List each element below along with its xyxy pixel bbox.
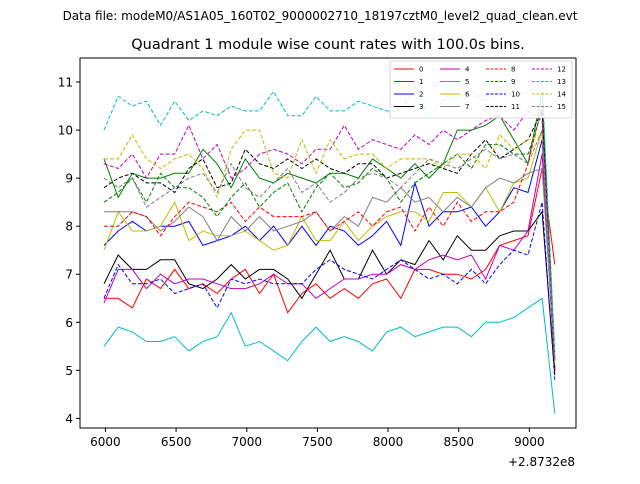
series-line-10 <box>103 202 556 380</box>
series-line-14 <box>104 129 556 366</box>
series-line-15 <box>103 129 556 361</box>
series-line-12 <box>103 110 556 356</box>
legend-label-5: 5 <box>465 78 469 86</box>
x-tick-label: 8500 <box>443 435 474 449</box>
y-tick-label: 6 <box>65 316 73 330</box>
series-line-11 <box>103 110 556 371</box>
x-tick-label: 8000 <box>373 435 404 449</box>
series-line-2 <box>103 139 556 371</box>
legend-label-6: 6 <box>465 91 470 99</box>
x-axis: 6000 6500 7000 7500 8000 8500 9000 <box>90 428 545 449</box>
y-tick-label: 5 <box>65 364 73 378</box>
plot-frame <box>79 57 577 429</box>
x-axis-offset-label: +2.8732e8 <box>508 455 575 469</box>
y-tick-label: 7 <box>65 268 73 282</box>
legend-label-2: 2 <box>419 91 423 99</box>
series-line-5 <box>103 297 556 414</box>
legend-label-4: 4 <box>465 66 470 74</box>
legend-label-14: 14 <box>557 91 566 99</box>
series-line-3 <box>103 210 556 376</box>
series-line-8 <box>104 105 556 376</box>
legend-label-15: 15 <box>557 103 566 111</box>
series-line-7 <box>104 167 556 361</box>
x-tick-label: 7500 <box>302 435 333 449</box>
y-tick-label: 4 <box>65 412 73 426</box>
series-layer <box>103 81 556 414</box>
y-axis: 4 5 6 7 8 9 10 11 <box>58 76 80 426</box>
legend-label-7: 7 <box>465 103 469 111</box>
y-tick-label: 8 <box>65 220 73 234</box>
legend-label-0: 0 <box>419 66 423 74</box>
legend-label-1: 1 <box>419 78 423 86</box>
series-line-0 <box>104 168 556 314</box>
y-tick-label: 9 <box>65 172 73 186</box>
legend-label-9: 9 <box>511 78 515 86</box>
x-tick-label: 6000 <box>90 435 121 449</box>
legend-label-3: 3 <box>419 103 423 111</box>
suptitle: Data file: modeM0/AS1A05_160T02_90000027… <box>63 9 578 23</box>
chart-title: Quadrant 1 module wise count rates with … <box>131 37 525 53</box>
legend-label-13: 13 <box>557 78 566 86</box>
series-line-13 <box>103 81 556 352</box>
legend-label-11: 11 <box>511 103 520 111</box>
legend-label-8: 8 <box>511 66 515 74</box>
y-tick-label: 10 <box>58 124 73 138</box>
x-tick-label: 7000 <box>231 435 262 449</box>
series-line-4 <box>103 154 556 371</box>
x-tick-label: 6500 <box>161 435 192 449</box>
legend-label-12: 12 <box>557 66 566 74</box>
legend-label-10: 10 <box>511 91 520 99</box>
legend-box <box>389 60 573 119</box>
y-tick-label: 11 <box>58 76 73 90</box>
x-tick-label: 9000 <box>514 435 545 449</box>
